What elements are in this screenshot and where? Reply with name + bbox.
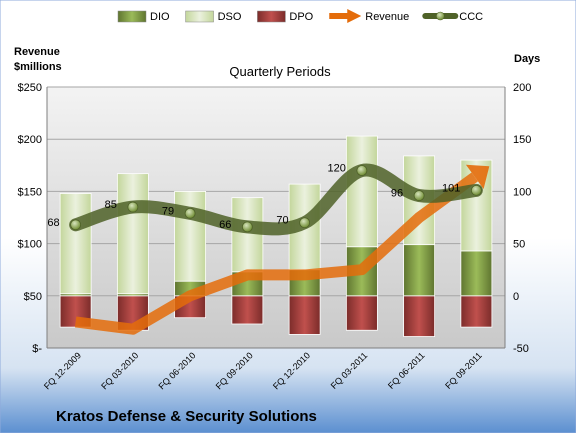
ccc-marker bbox=[70, 219, 82, 231]
legend-swatch bbox=[257, 10, 286, 23]
right-tick-label: 100 bbox=[513, 186, 531, 198]
legend-label: DSO bbox=[218, 11, 242, 23]
ccc-marker bbox=[299, 217, 311, 229]
bars bbox=[59, 135, 493, 337]
bar-dso bbox=[345, 135, 378, 248]
legend-item-ccc: CCC bbox=[422, 11, 483, 23]
ccc-marker bbox=[356, 165, 368, 176]
legend-swatch-arrowhead bbox=[347, 9, 362, 23]
ccc-data-label: 120 bbox=[328, 163, 346, 175]
bar-dpo bbox=[345, 295, 378, 331]
bar-dso bbox=[59, 193, 92, 295]
left-tick-label: $250 bbox=[18, 82, 42, 94]
company-name: Kratos Defense & Security Solutions bbox=[56, 408, 317, 425]
legend: DIO DSO DPO Revenue CCC bbox=[117, 9, 483, 23]
legend-swatch bbox=[185, 10, 214, 23]
bar-dpo bbox=[231, 295, 264, 325]
revenue-arrowhead bbox=[465, 164, 490, 190]
revenue-line bbox=[74, 172, 479, 335]
ccc-data-label: 66 bbox=[219, 219, 231, 231]
left-tick-label: $- bbox=[32, 343, 42, 355]
ccc-data-label: 85 bbox=[105, 199, 117, 211]
left-axis-title-line-2: $millions bbox=[14, 61, 62, 73]
ccc-marker bbox=[241, 221, 253, 233]
right-tick-label: 0 bbox=[513, 291, 519, 303]
right-tick-label: 200 bbox=[513, 82, 531, 94]
ccc-layer: 68 85 79 66 70 120 96 101 bbox=[47, 163, 483, 236]
ccc-marker bbox=[470, 184, 482, 196]
legend-item-dpo: DPO bbox=[257, 10, 314, 23]
bar-dpo bbox=[403, 295, 436, 337]
right-tick-label: -50 bbox=[513, 343, 529, 355]
revenue-layer bbox=[74, 164, 490, 335]
legend-label: DIO bbox=[150, 11, 170, 23]
ccc-data-label: 96 bbox=[391, 188, 403, 200]
left-tick-label: $150 bbox=[18, 186, 42, 198]
legend-item-dio: DIO bbox=[117, 10, 170, 23]
left-axis-title-line-1: Revenue bbox=[14, 46, 60, 58]
left-tick-label: $50 bbox=[24, 291, 42, 303]
ccc-marker bbox=[413, 190, 425, 201]
legend-swatch-marker bbox=[435, 11, 445, 21]
legend-swatch bbox=[117, 10, 147, 23]
legend-item-dso: DSO bbox=[185, 10, 242, 23]
ccc-data-label: 68 bbox=[47, 217, 59, 229]
legend-label: DPO bbox=[289, 11, 313, 23]
bar-dpo bbox=[460, 295, 493, 328]
left-tick-label: $100 bbox=[18, 239, 42, 251]
ccc-data-label: 79 bbox=[162, 205, 174, 217]
bar-dso bbox=[231, 197, 264, 273]
ccc-data-label: 70 bbox=[276, 215, 288, 227]
legend-label: CCC bbox=[459, 11, 483, 23]
bar-dio bbox=[403, 244, 436, 297]
bar-dpo bbox=[288, 295, 321, 335]
ccc-line bbox=[69, 163, 483, 236]
bar-dso bbox=[116, 173, 149, 295]
ccc-data-label: 101 bbox=[442, 182, 460, 194]
legend-item-revenue: Revenue bbox=[329, 9, 409, 23]
ccc-marker bbox=[127, 201, 139, 213]
bar-dio bbox=[460, 250, 493, 297]
right-axis-title: Days bbox=[514, 53, 540, 65]
legend-label: Revenue bbox=[365, 11, 409, 23]
right-tick-label: 150 bbox=[513, 134, 531, 146]
left-tick-label: $200 bbox=[18, 134, 42, 146]
chart-title: Quarterly Periods bbox=[229, 64, 331, 79]
ccc-marker bbox=[184, 207, 196, 219]
right-tick-label: 50 bbox=[513, 239, 525, 251]
